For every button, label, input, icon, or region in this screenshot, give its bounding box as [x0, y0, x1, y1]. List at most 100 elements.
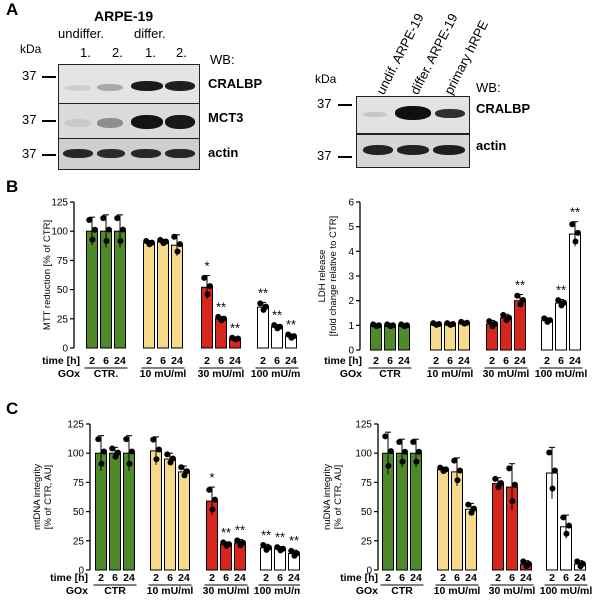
significance-mark: ** — [230, 320, 240, 335]
band — [131, 149, 161, 158]
time-label: 6 — [277, 572, 283, 584]
data-point — [105, 226, 112, 233]
band — [63, 149, 93, 158]
marker-37: 37 — [22, 68, 37, 83]
time-label: 24 — [514, 355, 526, 367]
data-point — [454, 477, 461, 484]
data-point — [279, 545, 286, 552]
data-point — [435, 320, 442, 327]
y-tick-label: 100 — [51, 227, 68, 238]
group-label: 100 mU/ml — [535, 368, 588, 380]
data-point — [500, 311, 507, 318]
y-axis-label: [% of CTR, AU] — [43, 465, 54, 529]
data-point — [415, 448, 422, 455]
data-point — [565, 522, 572, 529]
protein-label-actin: actin — [208, 145, 239, 160]
time-label: 6 — [167, 572, 173, 584]
y-tick-label: 75 — [73, 478, 85, 489]
significance-mark: ** — [275, 530, 285, 545]
y-tick-label: 125 — [67, 420, 84, 431]
bar — [444, 323, 456, 351]
data-point — [176, 241, 183, 248]
significance-mark: ** — [221, 525, 231, 540]
data-point — [491, 320, 498, 327]
y-tick-label: 100 — [67, 449, 84, 460]
bar — [430, 323, 442, 351]
time-label: 24 — [285, 355, 297, 367]
data-point — [399, 458, 406, 465]
data-point — [260, 542, 267, 549]
data-point — [114, 215, 121, 222]
bar — [451, 471, 463, 571]
bar — [514, 300, 526, 351]
time-label: 2 — [549, 572, 555, 584]
bar — [114, 230, 126, 349]
bar — [555, 302, 567, 351]
time-label: 2 — [433, 355, 439, 367]
band — [363, 112, 387, 117]
data-point — [492, 475, 499, 482]
group-label: CTR — [391, 585, 413, 597]
treatment-row-label: GOx — [340, 368, 362, 380]
band — [97, 118, 123, 128]
marker-tick — [338, 104, 352, 106]
data-point — [150, 436, 157, 443]
time-label: 24 — [520, 572, 532, 584]
panel-a-label: A — [6, 0, 19, 19]
data-point — [126, 460, 133, 467]
data-point — [514, 292, 521, 299]
data-point — [174, 248, 181, 255]
lane-group-diff: differ. — [134, 26, 166, 41]
time-label: 24 — [410, 572, 422, 584]
data-point — [375, 322, 382, 329]
significance-mark: ** — [289, 533, 299, 548]
data-point — [449, 320, 456, 327]
data-point — [456, 467, 463, 474]
band — [97, 84, 123, 91]
data-point — [234, 335, 241, 342]
significance-mark: ** — [286, 317, 296, 332]
data-point — [109, 445, 116, 452]
y-tick-label: 4 — [348, 247, 354, 258]
y-tick-label: 5 — [348, 222, 354, 233]
bar — [458, 322, 470, 351]
wb-label: WB: — [210, 52, 235, 67]
chart-ldh-release: 0 1 2 3 4 5 6 LDH release [fold change relative … — [317, 198, 588, 381]
chart-mtdna-integrity: 0 25 50 75 100 125 mtDNA integrity [% of CTR, A… — [32, 420, 300, 597]
time-row-label: time [h] — [50, 572, 88, 584]
time-label: 24 — [171, 355, 183, 367]
data-point — [114, 449, 121, 456]
blot-strip-mct3 — [58, 103, 200, 139]
data-point — [442, 466, 449, 473]
time-label: 6 — [103, 355, 109, 367]
band — [65, 85, 91, 91]
band — [165, 149, 195, 158]
y-tick-label: 0 — [78, 566, 84, 577]
blot-strip-cralbp-right — [356, 96, 470, 134]
time-label: 2 — [373, 355, 379, 367]
data-point — [293, 550, 300, 557]
treatment-row-label: GOx — [356, 585, 378, 597]
data-point — [117, 238, 124, 245]
treatment-row-label: GOx — [66, 585, 88, 597]
data-point — [100, 448, 107, 455]
kda-label: kDa — [20, 42, 42, 56]
band — [131, 81, 163, 91]
bar — [157, 241, 169, 349]
data-point — [574, 229, 581, 236]
time-label: 6 — [387, 355, 393, 367]
bar — [86, 230, 98, 349]
data-point — [206, 486, 213, 493]
bar — [541, 319, 553, 351]
data-point — [465, 501, 472, 508]
lane-label: 2. — [112, 45, 123, 60]
data-point — [451, 457, 458, 464]
data-point — [401, 448, 408, 455]
time-label: 6 — [447, 355, 453, 367]
data-point — [403, 322, 410, 329]
bar — [257, 306, 269, 349]
data-point — [560, 299, 567, 306]
data-point — [579, 560, 586, 567]
blot-strip-actin-right — [356, 134, 470, 168]
time-label: 2 — [89, 355, 95, 367]
